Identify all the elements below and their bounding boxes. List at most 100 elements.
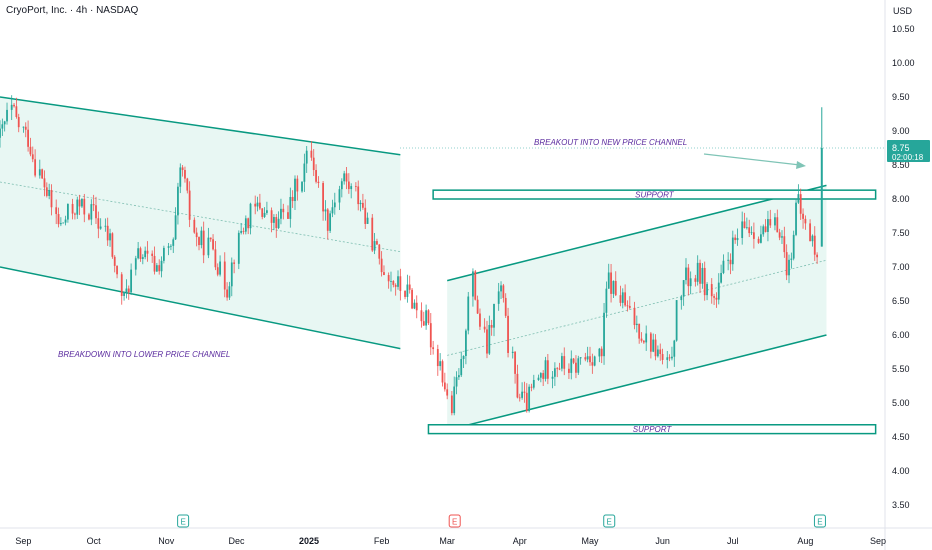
candle-body[interactable] bbox=[568, 368, 570, 373]
candle-body[interactable] bbox=[453, 386, 456, 414]
candle-body[interactable] bbox=[762, 226, 765, 235]
candle-body[interactable] bbox=[174, 215, 177, 240]
candle-body[interactable] bbox=[162, 247, 165, 261]
candle-body[interactable] bbox=[303, 163, 306, 182]
candle-body[interactable] bbox=[371, 217, 374, 251]
candle-body[interactable] bbox=[671, 356, 673, 359]
candle-body[interactable] bbox=[209, 237, 212, 240]
candle-body[interactable] bbox=[17, 117, 20, 128]
candle-body[interactable] bbox=[343, 173, 346, 182]
candle-body[interactable] bbox=[668, 357, 671, 359]
candle-body[interactable] bbox=[598, 348, 601, 357]
candle-body[interactable] bbox=[151, 253, 154, 256]
candle-body[interactable] bbox=[427, 310, 430, 324]
candle-body[interactable] bbox=[532, 379, 535, 388]
candle-body[interactable] bbox=[537, 377, 540, 380]
candle-body[interactable] bbox=[27, 129, 29, 147]
candle-body[interactable] bbox=[640, 338, 643, 341]
candle-body[interactable] bbox=[689, 278, 692, 287]
candle-body[interactable] bbox=[62, 222, 65, 224]
candle-body[interactable] bbox=[500, 285, 502, 292]
candle-body[interactable] bbox=[422, 321, 425, 326]
candle-body[interactable] bbox=[170, 245, 172, 247]
candle-body[interactable] bbox=[172, 239, 175, 246]
candle-body[interactable] bbox=[570, 358, 573, 373]
candle-body[interactable] bbox=[106, 225, 109, 241]
candle-body[interactable] bbox=[141, 257, 144, 259]
candle-body[interactable] bbox=[296, 178, 299, 192]
candle-body[interactable] bbox=[354, 186, 357, 187]
candle-body[interactable] bbox=[216, 267, 219, 275]
candle-body[interactable] bbox=[247, 218, 250, 229]
candle-body[interactable] bbox=[785, 252, 788, 276]
candle-body[interactable] bbox=[45, 187, 48, 196]
candle-body[interactable] bbox=[15, 106, 18, 118]
candle-body[interactable] bbox=[378, 244, 381, 259]
candle-body[interactable] bbox=[184, 169, 186, 179]
candle-body[interactable] bbox=[752, 232, 755, 239]
candle-body[interactable] bbox=[511, 351, 514, 353]
candle-body[interactable] bbox=[361, 202, 364, 208]
candle-body[interactable] bbox=[392, 280, 395, 285]
candle-body[interactable] bbox=[48, 190, 51, 196]
candle-body[interactable] bbox=[673, 340, 676, 357]
candle-body[interactable] bbox=[127, 288, 130, 293]
candle-body[interactable] bbox=[713, 296, 715, 298]
candle-body[interactable] bbox=[774, 217, 776, 226]
candle-body[interactable] bbox=[181, 167, 184, 170]
candle-body[interactable] bbox=[399, 276, 402, 291]
candle-body[interactable] bbox=[158, 265, 161, 272]
candle-body[interactable] bbox=[415, 302, 418, 311]
candle-body[interactable] bbox=[207, 237, 210, 256]
candle-body[interactable] bbox=[600, 348, 603, 357]
candle-body[interactable] bbox=[619, 295, 622, 303]
candle-body[interactable] bbox=[605, 288, 608, 313]
candle-body[interactable] bbox=[816, 254, 819, 258]
candle-body[interactable] bbox=[457, 375, 460, 378]
candle-body[interactable] bbox=[287, 212, 289, 219]
candle-body[interactable] bbox=[200, 230, 203, 246]
candle-body[interactable] bbox=[553, 368, 556, 377]
candle-body[interactable] bbox=[610, 272, 612, 294]
candle-body[interactable] bbox=[795, 202, 797, 235]
candle-body[interactable] bbox=[387, 275, 390, 282]
candle-body[interactable] bbox=[516, 373, 519, 398]
candle-body[interactable] bbox=[312, 157, 315, 171]
candle-body[interactable] bbox=[212, 239, 214, 250]
candle-body[interactable] bbox=[66, 203, 69, 220]
candle-body[interactable] bbox=[193, 219, 196, 233]
candle-body[interactable] bbox=[729, 259, 732, 265]
candle-body[interactable] bbox=[628, 305, 631, 308]
candle-body[interactable] bbox=[460, 359, 463, 376]
candle-body[interactable] bbox=[282, 208, 285, 213]
candle-body[interactable] bbox=[546, 360, 549, 379]
trendline-lower-descending-channel[interactable] bbox=[0, 266, 401, 350]
candle-body[interactable] bbox=[584, 357, 587, 360]
candle-body[interactable] bbox=[139, 248, 142, 259]
candle-body[interactable] bbox=[572, 358, 575, 363]
candle-body[interactable] bbox=[273, 217, 275, 223]
candle-body[interactable] bbox=[310, 150, 313, 158]
candle-body[interactable] bbox=[764, 226, 767, 232]
candle-body[interactable] bbox=[769, 219, 772, 226]
candle-body[interactable] bbox=[59, 223, 62, 225]
candle-body[interactable] bbox=[687, 267, 690, 287]
candle-body[interactable] bbox=[699, 262, 701, 284]
candle-body[interactable] bbox=[593, 356, 596, 366]
earnings-marker[interactable] bbox=[603, 514, 616, 528]
candle-body[interactable] bbox=[219, 261, 221, 275]
candle-body[interactable] bbox=[289, 196, 292, 219]
candle-body[interactable] bbox=[244, 218, 247, 232]
candle-body[interactable] bbox=[333, 202, 336, 208]
candle-body[interactable] bbox=[811, 235, 814, 242]
candle-body[interactable] bbox=[715, 297, 718, 300]
candle-body[interactable] bbox=[315, 170, 317, 182]
candle-body[interactable] bbox=[71, 203, 74, 214]
candle-body[interactable] bbox=[436, 349, 439, 367]
candle-body[interactable] bbox=[83, 198, 86, 215]
candle-body[interactable] bbox=[483, 326, 486, 330]
earnings-marker[interactable] bbox=[448, 514, 461, 528]
candle-body[interactable] bbox=[675, 300, 678, 341]
candle-body[interactable] bbox=[589, 356, 591, 363]
candle-body[interactable] bbox=[294, 178, 296, 202]
